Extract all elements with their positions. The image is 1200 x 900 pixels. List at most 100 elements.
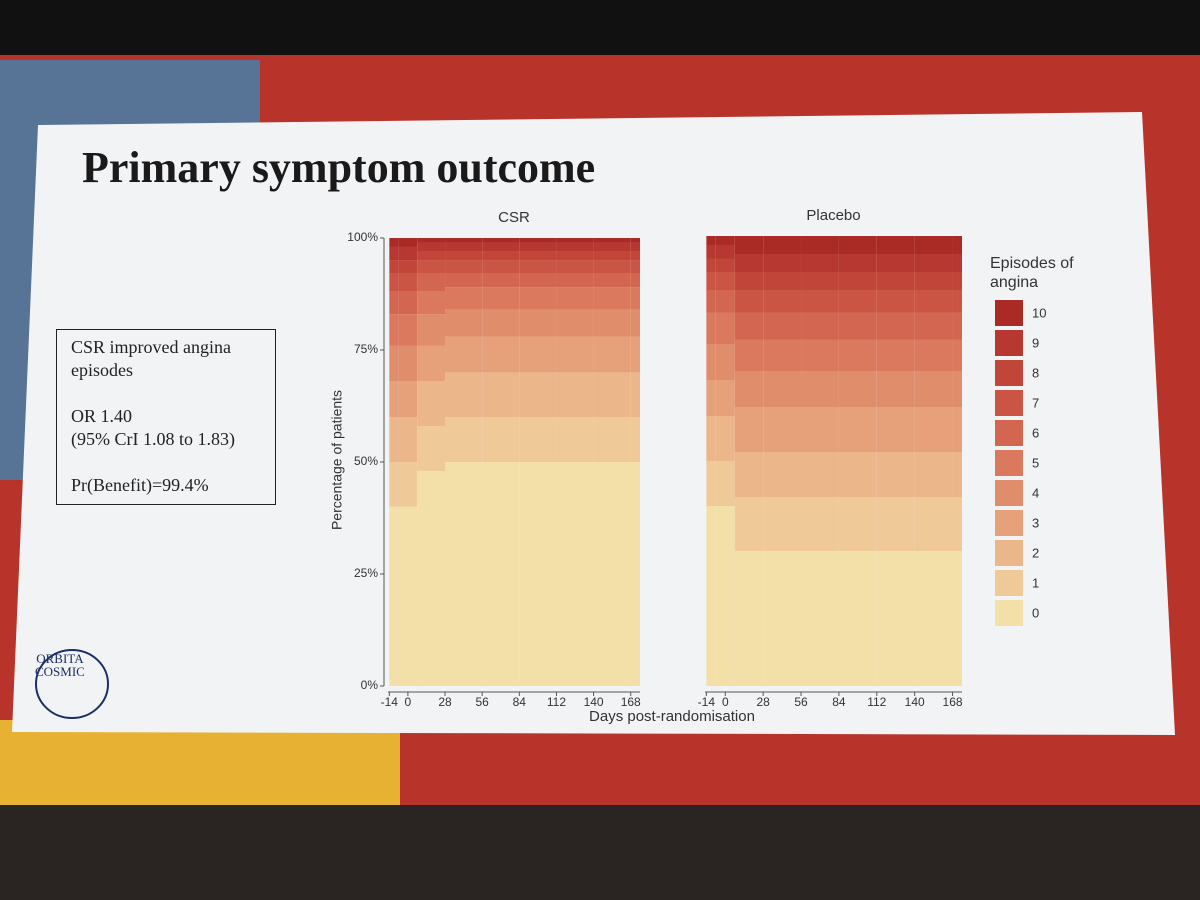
stack-segment: [706, 312, 716, 344]
stack-segment: [482, 462, 520, 686]
stack-segment: [556, 273, 594, 288]
stack-segment: [519, 273, 557, 288]
stack-segment: [482, 287, 520, 310]
stack-segment: [389, 381, 399, 418]
stack-segment: [706, 272, 716, 290]
stack-segment: [914, 371, 953, 407]
stack-segment: [734, 236, 764, 254]
stack-segment: [630, 417, 640, 462]
legend-label: 3: [1032, 515, 1039, 530]
legend-label: 6: [1032, 425, 1039, 440]
stack-segment: [952, 371, 962, 407]
x-tick-label: 140: [905, 695, 925, 709]
x-tick-label: 168: [943, 695, 963, 709]
stack-segment: [556, 260, 594, 274]
stack-segment: [630, 273, 640, 288]
stack-segment: [876, 551, 915, 686]
legend-label: 10: [1032, 305, 1046, 320]
legend-label: 2: [1032, 545, 1039, 560]
stack-segment: [734, 254, 764, 272]
stack-segment: [398, 345, 418, 382]
stack-segment: [952, 497, 962, 551]
stack-segment: [952, 236, 962, 254]
stack-segment: [801, 407, 839, 452]
panel-title: CSR: [498, 209, 530, 226]
stack-segment: [389, 260, 399, 274]
stack-segment: [801, 236, 839, 254]
stack-segment: [914, 254, 953, 272]
stack-segment: [801, 452, 839, 497]
stack-segment: [445, 273, 483, 288]
stack-segment: [838, 452, 877, 497]
stack-segment: [952, 339, 962, 371]
stack-segment: [556, 309, 594, 337]
stack-segment: [914, 407, 953, 452]
x-tick-label: -14: [381, 695, 399, 709]
legend-label: 7: [1032, 395, 1039, 410]
logo-ring: [35, 649, 109, 719]
stack-segment: [838, 290, 877, 313]
y-tick-label: 25%: [354, 566, 378, 580]
stack-segment: [417, 251, 446, 261]
stack-segment: [445, 251, 483, 261]
stack-segment: [556, 336, 594, 373]
stack-segment: [417, 381, 446, 427]
curtain: [0, 805, 1200, 900]
legend-swatch: [995, 570, 1023, 596]
stack-segment: [482, 273, 520, 288]
stack-segment: [801, 371, 839, 407]
stack-segment: [876, 407, 915, 452]
stack-segment: [417, 273, 446, 292]
stack-segment: [838, 407, 877, 452]
stack-segment: [593, 287, 631, 310]
stack-segment: [482, 417, 520, 462]
stack-segment: [398, 246, 418, 261]
stack-segment: [445, 242, 483, 252]
stack-segment: [593, 251, 631, 261]
stack-segment: [482, 336, 520, 373]
stack-segment: [519, 417, 557, 462]
stack-segment: [734, 290, 764, 313]
stack-segment: [763, 312, 802, 340]
stack-segment: [952, 407, 962, 452]
stack-segment: [556, 251, 594, 261]
x-tick-label: 56: [794, 695, 808, 709]
x-tick-label: 28: [756, 695, 770, 709]
stack-segment: [801, 254, 839, 272]
stack-segment: [734, 497, 764, 551]
stack-segment: [801, 312, 839, 340]
stack-segment: [715, 416, 735, 461]
stack-segment: [398, 417, 418, 462]
stack-segment: [876, 371, 915, 407]
stack-segment: [445, 287, 483, 310]
stack-segment: [763, 236, 802, 254]
stack-segment: [838, 339, 877, 371]
stack-segment: [630, 309, 640, 337]
stack-segment: [519, 287, 557, 310]
stack-segment: [706, 236, 716, 245]
stack-segment: [389, 273, 399, 292]
stack-segment: [445, 336, 483, 373]
legend-label: 5: [1032, 455, 1039, 470]
legend-swatch: [995, 450, 1023, 476]
legend-label: 9: [1032, 335, 1039, 350]
y-axis-title: Percentage of patients: [329, 390, 345, 530]
stack-segment: [952, 290, 962, 313]
legend-swatch: [995, 300, 1023, 326]
slide-title: Primary symptom outcome: [82, 143, 596, 192]
box-text: (95% CrI 1.08 to 1.83): [71, 429, 235, 449]
box-text: Pr(Benefit)=99.4%: [71, 475, 209, 495]
stack-segment: [630, 238, 640, 243]
stack-segment: [593, 336, 631, 373]
stack-segment: [519, 336, 557, 373]
stack-segment: [734, 551, 764, 686]
stack-segment: [715, 312, 735, 344]
stack-segment: [445, 238, 483, 243]
stack-segment: [482, 372, 520, 418]
stack-segment: [417, 314, 446, 346]
stack-segment: [734, 272, 764, 290]
stack-segment: [763, 407, 802, 452]
stack-segment: [593, 417, 631, 462]
stack-segment: [630, 462, 640, 686]
